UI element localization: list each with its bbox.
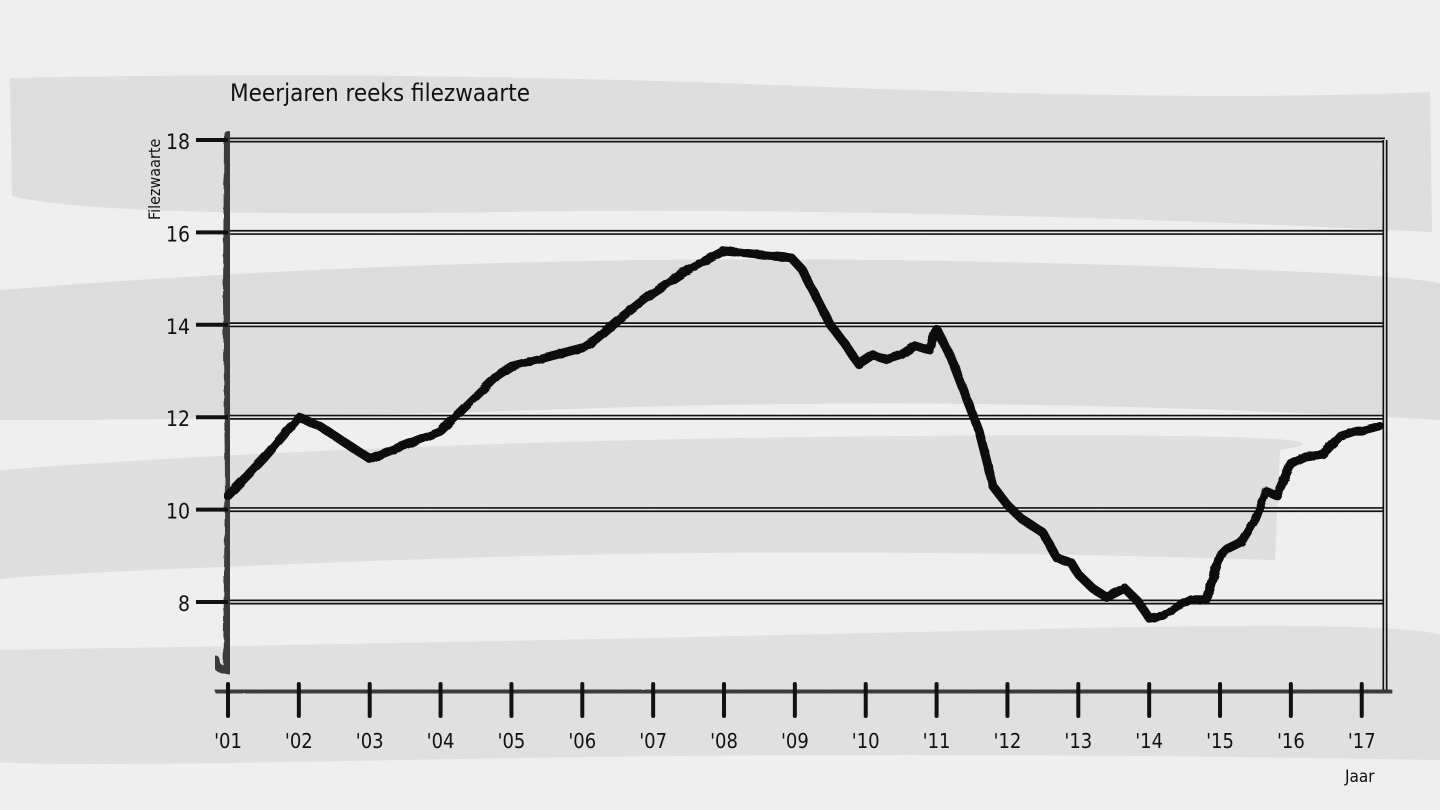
- y-tick-label: 18: [166, 130, 190, 154]
- x-tick-label: '17: [1348, 729, 1376, 753]
- x-tick-label: '08: [710, 729, 738, 753]
- x-axis-line: [214, 686, 1392, 698]
- tick-marks: 8 10 12 14 16 18 '01 '02 '03 '04 '05 '06 '07 '08 '09 '1…: [166, 130, 1376, 753]
- series-lines: [223, 246, 1384, 623]
- x-tick-label: '02: [285, 729, 313, 753]
- x-tick-label: '04: [427, 729, 455, 753]
- x-tick-label: '12: [994, 729, 1022, 753]
- y-tick-label: 8: [178, 592, 190, 616]
- x-tick-label: '07: [639, 729, 667, 753]
- x-tick-label: '03: [356, 729, 384, 753]
- x-tick-label: '01: [214, 729, 242, 753]
- y-tick-label: 10: [166, 500, 190, 524]
- chart-title: Meerjaren reeks filezwaarte: [230, 79, 530, 107]
- y-tick-label: 16: [166, 222, 190, 246]
- x-tick-label: '13: [1064, 729, 1092, 753]
- y-tick-label: 12: [166, 407, 190, 431]
- x-tick-label: '16: [1277, 729, 1305, 753]
- x-tick-label: '10: [852, 729, 880, 753]
- x-tick-label: '06: [568, 729, 596, 753]
- x-tick-label: '05: [498, 729, 526, 753]
- x-tick-label: '15: [1206, 729, 1234, 753]
- series-line-0: [223, 246, 1384, 623]
- y-axis-line: [211, 130, 234, 675]
- x-axis-label: Jaar: [1344, 767, 1375, 787]
- x-tick-label: '14: [1135, 729, 1163, 753]
- y-axis-label: Filezwaarte: [145, 139, 164, 221]
- x-tick-label: '11: [923, 729, 951, 753]
- y-tick-label: 14: [166, 315, 190, 339]
- axes: [211, 130, 1392, 698]
- x-tick-label: '09: [781, 729, 809, 753]
